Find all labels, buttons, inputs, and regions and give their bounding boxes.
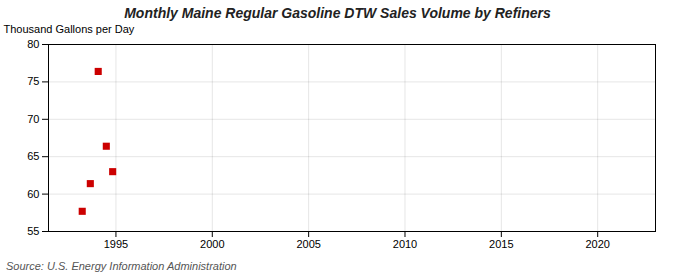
svg-text:2005: 2005 — [296, 238, 320, 250]
svg-text:Thousand Gallons per Day: Thousand Gallons per Day — [4, 23, 135, 35]
html-text:Source: U.S. Energy Informatio: Source: U.S. Energy Information Administ… — [6, 260, 237, 272]
svg-text:2015: 2015 — [489, 238, 513, 250]
svg-text:70: 70 — [27, 113, 39, 125]
html-text:Monthly Maine Regular Gasoline: Monthly Maine Regular Gasoline DTW Sales… — [124, 5, 551, 21]
svg-text:65: 65 — [27, 150, 39, 162]
svg-text:60: 60 — [27, 188, 39, 200]
svg-text:1995: 1995 — [104, 238, 128, 250]
svg-text:2000: 2000 — [200, 238, 224, 250]
svg-text:55: 55 — [27, 225, 39, 237]
svg-text:75: 75 — [27, 75, 39, 87]
svg-text:2010: 2010 — [393, 238, 417, 250]
svg-text:2020: 2020 — [585, 238, 609, 250]
svg-text:80: 80 — [27, 38, 39, 50]
